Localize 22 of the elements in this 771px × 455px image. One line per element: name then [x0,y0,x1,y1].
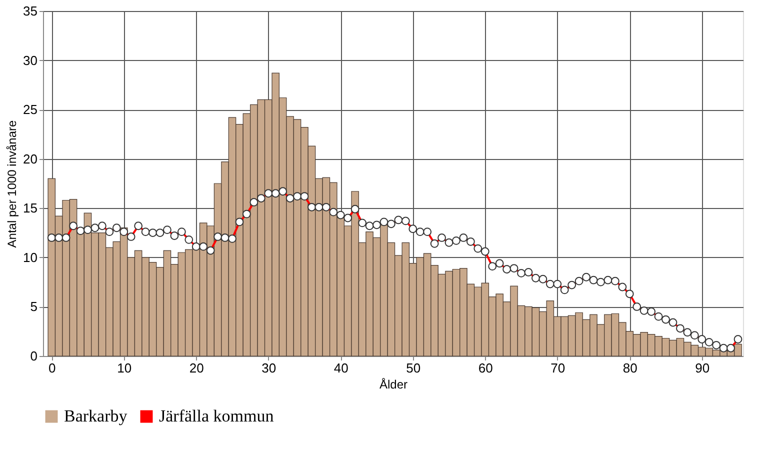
x-tick-label: 20 [189,360,204,376]
y-tick-label: 0 [30,348,38,364]
x-tick-label: 50 [406,360,421,376]
x-tick-label: 60 [478,360,493,376]
y-axis-title: Antal per 1000 invånare [5,120,20,248]
y-tick-label: 35 [23,4,38,18]
x-tick-label: 30 [262,360,276,376]
legend-label: Barkarby [64,406,128,426]
x-tick-label: 90 [695,360,710,376]
x-tick-label: 70 [550,360,566,376]
x-tick-label: 0 [48,360,56,376]
x-axis-title: Ålder [379,378,408,392]
y-tick-label: 20 [23,151,38,166]
legend-label: Järfälla kommun [159,406,274,426]
y-tick-label: 5 [30,299,38,314]
x-tick-label: 10 [117,360,132,376]
x-tick-label: 80 [622,360,638,376]
x-tick-label: 40 [334,360,348,376]
y-tick-label: 10 [23,250,38,265]
y-tick-label: 15 [23,200,38,216]
y-tick-label: 30 [23,52,38,68]
y-tick-label: 25 [23,102,38,118]
